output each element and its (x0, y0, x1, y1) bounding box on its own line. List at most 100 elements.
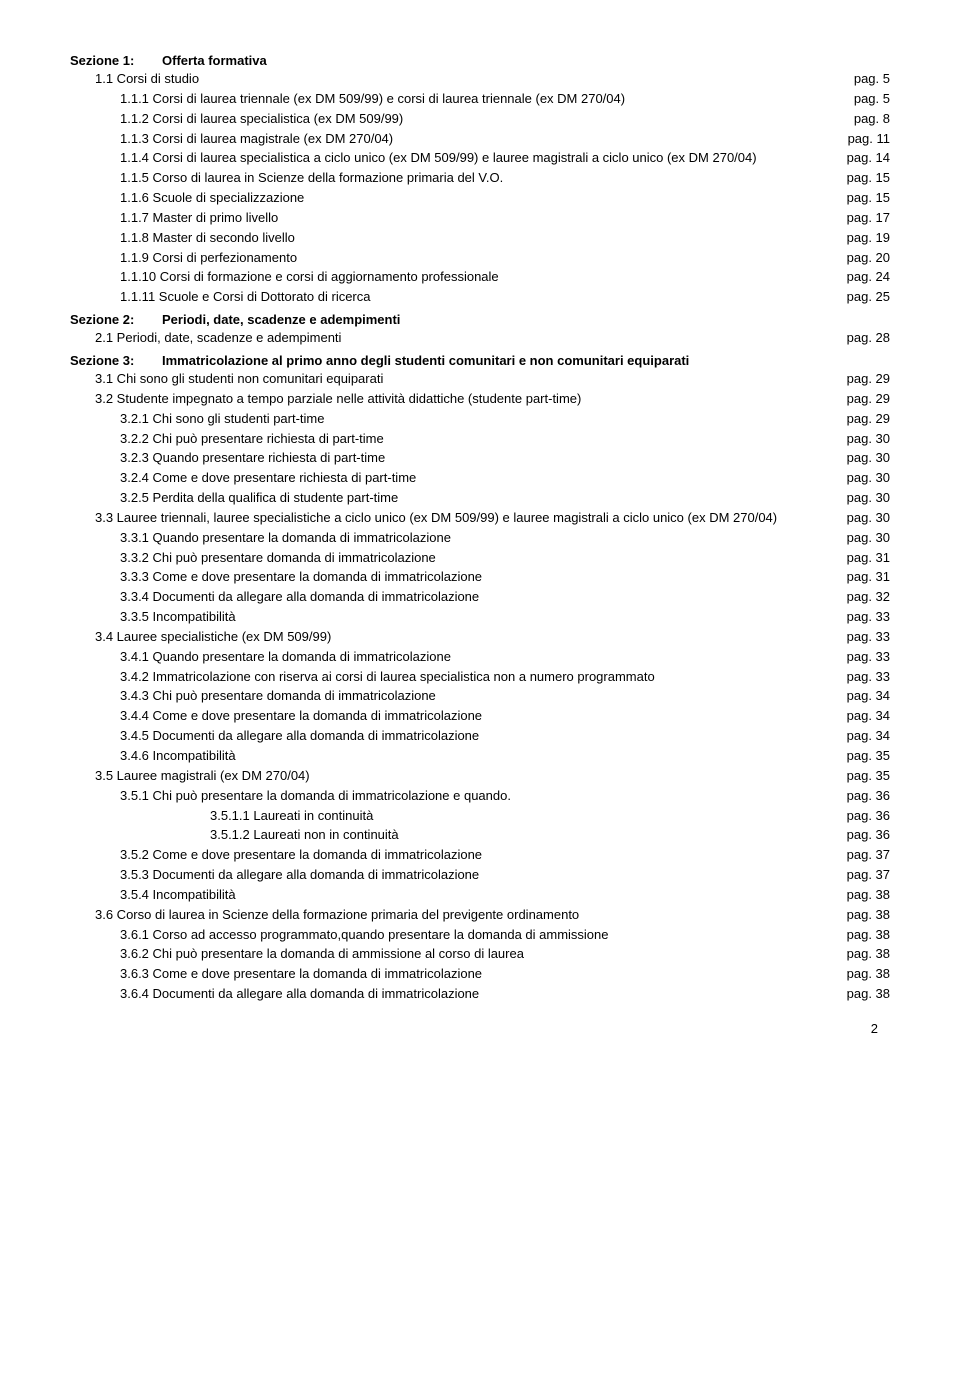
section-3-text: Immatricolazione al primo anno degli stu… (162, 353, 890, 368)
row-3-5: 3.5 Lauree magistrali (ex DM 270/04) pag… (70, 767, 890, 786)
row-3-6-1-page: pag. 38 (847, 926, 890, 945)
row-3-4-label: 3.4 Lauree specialistiche (ex DM 509/99) (95, 628, 847, 647)
row-1-1-label: 1.1 Corsi di studio (95, 70, 854, 89)
row-3-2-5: 3.2.5 Perdita della qualifica di student… (70, 489, 890, 508)
row-2-1-page: pag. 28 (847, 329, 890, 348)
row-1-1-8: 1.1.8 Master di secondo livello pag. 19 (70, 229, 890, 248)
section-3-num: Sezione 3: (70, 353, 162, 368)
row-3-3-1: 3.3.1 Quando presentare la domanda di im… (70, 529, 890, 548)
row-1-1-11: 1.1.11 Scuole e Corsi di Dottorato di ri… (70, 288, 890, 307)
row-1-1-3-label: 1.1.3 Corsi di laurea magistrale (ex DM … (120, 130, 848, 149)
row-3-6-1: 3.6.1 Corso ad accesso programmato,quand… (70, 926, 890, 945)
row-3-3-4: 3.3.4 Documenti da allegare alla domanda… (70, 588, 890, 607)
row-3-3-2-label: 3.3.2 Chi può presentare domanda di imma… (120, 549, 847, 568)
row-3-5-1-1: 3.5.1.1 Laureati in continuità pag. 36 (70, 807, 890, 826)
row-3-5-1-2-page: pag. 36 (847, 826, 890, 845)
row-3-6-3: 3.6.3 Come e dove presentare la domanda … (70, 965, 890, 984)
row-3-2: 3.2 Studente impegnato a tempo parziale … (70, 390, 890, 409)
row-3-5-1-1-label: 3.5.1.1 Laureati in continuità (210, 807, 847, 826)
row-3-3-3-page: pag. 31 (847, 568, 890, 587)
section-2-text: Periodi, date, scadenze e adempimenti (162, 312, 400, 327)
row-1-1-8-page: pag. 19 (847, 229, 890, 248)
row-2-1-label: 2.1 Periodi, date, scadenze e adempiment… (95, 329, 847, 348)
row-3-4-4: 3.4.4 Come e dove presentare la domanda … (70, 707, 890, 726)
row-3-4-page: pag. 33 (847, 628, 890, 647)
row-3-1: 3.1 Chi sono gli studenti non comunitari… (70, 370, 890, 389)
row-1-1-2: 1.1.2 Corsi di laurea specialistica (ex … (70, 110, 890, 129)
row-1-1-5-label: 1.1.5 Corso di laurea in Scienze della f… (120, 169, 847, 188)
row-3-1-page: pag. 29 (847, 370, 890, 389)
row-3-2-5-page: pag. 30 (847, 489, 890, 508)
row-1-1-4-page: pag. 14 (847, 149, 890, 168)
row-3-2-1-page: pag. 29 (847, 410, 890, 429)
row-3-3-3: 3.3.3 Come e dove presentare la domanda … (70, 568, 890, 587)
row-3-2-4: 3.2.4 Come e dove presentare richiesta d… (70, 469, 890, 488)
row-3-2-1: 3.2.1 Chi sono gli studenti part-time pa… (70, 410, 890, 429)
row-3-2-1-label: 3.2.1 Chi sono gli studenti part-time (120, 410, 847, 429)
row-3-3-1-page: pag. 30 (847, 529, 890, 548)
row-3-4-6: 3.4.6 Incompatibilità pag. 35 (70, 747, 890, 766)
row-2-1: 2.1 Periodi, date, scadenze e adempiment… (70, 329, 890, 348)
row-1-1-4-label: 1.1.4 Corsi di laurea specialistica a ci… (120, 149, 847, 168)
row-3-3-5-label: 3.3.5 Incompatibilità (120, 608, 847, 627)
row-3-4-5: 3.4.5 Documenti da allegare alla domanda… (70, 727, 890, 746)
row-1-1-6-page: pag. 15 (847, 189, 890, 208)
row-3-2-3-page: pag. 30 (847, 449, 890, 468)
row-3-5-3: 3.5.3 Documenti da allegare alla domanda… (70, 866, 890, 885)
row-3-5-3-label: 3.5.3 Documenti da allegare alla domanda… (120, 866, 847, 885)
row-3-2-5-label: 3.2.5 Perdita della qualifica di student… (120, 489, 847, 508)
row-3-5-2-page: pag. 37 (847, 846, 890, 865)
row-3-3-2-page: pag. 31 (847, 549, 890, 568)
row-3-3-1-label: 3.3.1 Quando presentare la domanda di im… (120, 529, 847, 548)
row-3-4-1: 3.4.1 Quando presentare la domanda di im… (70, 648, 890, 667)
row-3-3-2: 3.3.2 Chi può presentare domanda di imma… (70, 549, 890, 568)
row-3-2-4-page: pag. 30 (847, 469, 890, 488)
row-1-1-7-page: pag. 17 (847, 209, 890, 228)
row-1-1-8-label: 1.1.8 Master di secondo livello (120, 229, 847, 248)
section-2-title: Sezione 2: Periodi, date, scadenze e ade… (70, 312, 890, 327)
row-1-1-1-page: pag. 5 (854, 90, 890, 109)
row-3-4-4-page: pag. 34 (847, 707, 890, 726)
row-1-1-6-label: 1.1.6 Scuole di specializzazione (120, 189, 847, 208)
row-1-1-5-page: pag. 15 (847, 169, 890, 188)
section-3-title: Sezione 3: Immatricolazione al primo ann… (70, 353, 890, 368)
row-1-1: 1.1 Corsi di studio pag. 5 (70, 70, 890, 89)
row-3-6-label: 3.6 Corso di laurea in Scienze della for… (95, 906, 847, 925)
row-3-6-2-page: pag. 38 (847, 945, 890, 964)
row-3-4: 3.4 Lauree specialistiche (ex DM 509/99)… (70, 628, 890, 647)
row-3-3-page: pag. 30 (847, 509, 890, 528)
row-1-1-4: 1.1.4 Corsi di laurea specialistica a ci… (70, 149, 890, 168)
row-3-4-6-page: pag. 35 (847, 747, 890, 766)
row-3-5-1-2: 3.5.1.2 Laureati non in continuità pag. … (70, 826, 890, 845)
row-3-4-3: 3.4.3 Chi può presentare domanda di imma… (70, 687, 890, 706)
row-3-6-1-label: 3.6.1 Corso ad accesso programmato,quand… (120, 926, 847, 945)
row-3-4-2-label: 3.4.2 Immatricolazione con riserva ai co… (120, 668, 847, 687)
row-3-2-2-page: pag. 30 (847, 430, 890, 449)
row-1-1-7: 1.1.7 Master di primo livello pag. 17 (70, 209, 890, 228)
row-1-1-3-page: pag. 11 (848, 130, 890, 149)
row-3-5-4-label: 3.5.4 Incompatibilità (120, 886, 847, 905)
row-1-1-10-page: pag. 24 (847, 268, 890, 287)
row-3-6-3-page: pag. 38 (847, 965, 890, 984)
row-3-2-3-label: 3.2.3 Quando presentare richiesta di par… (120, 449, 847, 468)
row-3-3: 3.3 Lauree triennali, lauree specialisti… (70, 509, 890, 528)
row-3-6-3-label: 3.6.3 Come e dove presentare la domanda … (120, 965, 847, 984)
toc-page: Sezione 1: Offerta formativa 1.1 Corsi d… (0, 0, 960, 1066)
row-3-5-4: 3.5.4 Incompatibilità pag. 38 (70, 886, 890, 905)
row-3-2-page: pag. 29 (847, 390, 890, 409)
row-3-4-6-label: 3.4.6 Incompatibilità (120, 747, 847, 766)
row-1-1-10: 1.1.10 Corsi di formazione e corsi di ag… (70, 268, 890, 287)
row-1-1-9-page: pag. 20 (847, 249, 890, 268)
section-1-num: Sezione 1: (70, 53, 162, 68)
row-3-3-5-page: pag. 33 (847, 608, 890, 627)
row-3-5-label: 3.5 Lauree magistrali (ex DM 270/04) (95, 767, 847, 786)
row-3-3-4-label: 3.3.4 Documenti da allegare alla domanda… (120, 588, 847, 607)
row-1-1-2-label: 1.1.2 Corsi di laurea specialistica (ex … (120, 110, 854, 129)
row-3-5-3-page: pag. 37 (847, 866, 890, 885)
row-3-5-1-1-page: pag. 36 (847, 807, 890, 826)
row-3-5-page: pag. 35 (847, 767, 890, 786)
row-1-1-6: 1.1.6 Scuole di specializzazione pag. 15 (70, 189, 890, 208)
row-3-3-3-label: 3.3.3 Come e dove presentare la domanda … (120, 568, 847, 587)
row-3-5-1: 3.5.1 Chi può presentare la domanda di i… (70, 787, 890, 806)
row-1-1-11-label: 1.1.11 Scuole e Corsi di Dottorato di ri… (120, 288, 847, 307)
